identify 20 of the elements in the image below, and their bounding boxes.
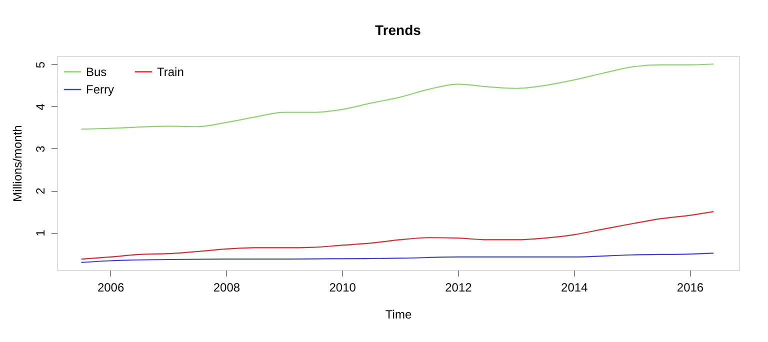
x-tick-label: 2016: [676, 280, 704, 294]
y-tick-label: 5: [34, 61, 48, 68]
y-tick-label: 3: [34, 145, 48, 152]
legend-label: Bus: [86, 64, 107, 79]
y-tick-label: 2: [34, 187, 48, 194]
line-series: [80, 211, 714, 260]
y-axis-title: Millions/month: [10, 125, 24, 202]
x-axis-title: Time: [385, 308, 412, 322]
x-tick-label: 2014: [561, 280, 588, 294]
x-tick-label: 2006: [97, 280, 124, 294]
x-tick-label: 2008: [213, 280, 240, 294]
line-series: [80, 63, 714, 130]
x-tick-label: 2010: [329, 280, 356, 294]
x-tick-label: 2012: [445, 280, 472, 294]
line-series: [80, 252, 714, 263]
legend-label: Ferry: [86, 82, 114, 96]
y-tick-label: 4: [34, 103, 48, 110]
y-tick-label: 1: [34, 229, 48, 236]
legend-label: Train: [157, 64, 184, 79]
chart-title: Trends: [375, 22, 422, 38]
